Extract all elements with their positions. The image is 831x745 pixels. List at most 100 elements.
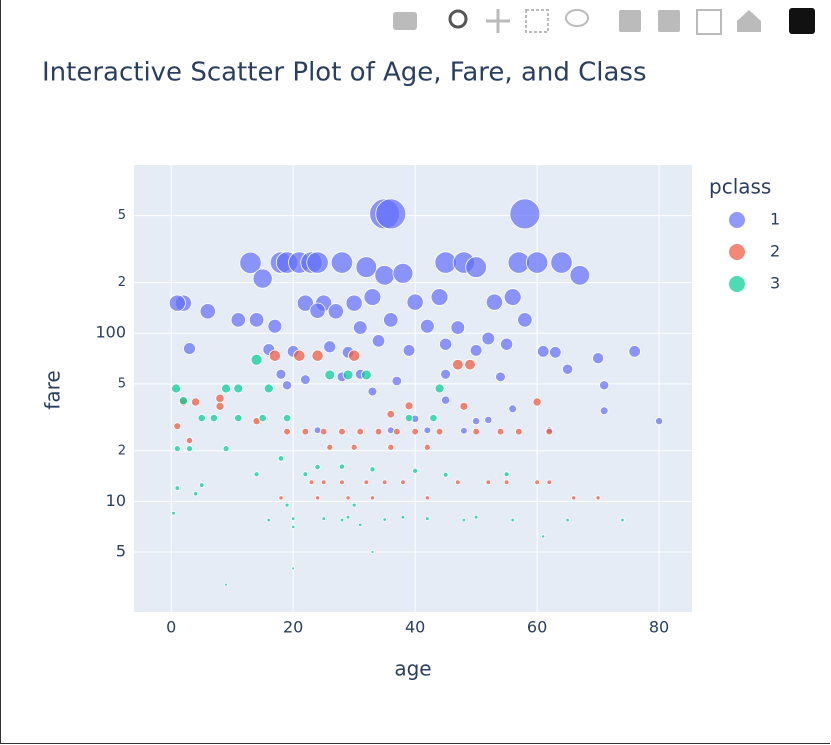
data-point [277, 455, 285, 462]
data-point [284, 502, 290, 508]
data-point [324, 369, 336, 381]
data-point [339, 479, 345, 486]
data-point [263, 383, 274, 394]
data-point [549, 346, 562, 359]
data-point [620, 517, 625, 523]
legend-label: 2 [770, 242, 780, 261]
data-point [283, 427, 291, 436]
data-point [326, 443, 334, 451]
data-point [330, 251, 354, 274]
y-tick-label: 5 [116, 542, 126, 561]
y-axis-title: fare [41, 370, 65, 409]
data-point [275, 368, 287, 380]
data-point [455, 479, 461, 486]
data-point [628, 345, 641, 358]
zoom-in-icon[interactable] [619, 10, 641, 32]
lasso-icon[interactable] [565, 9, 589, 27]
data-point [221, 383, 232, 394]
data-point [250, 353, 263, 366]
data-point [425, 516, 430, 521]
data-point [369, 495, 375, 501]
data-point [345, 495, 351, 501]
data-point [500, 337, 514, 351]
data-point [171, 383, 182, 394]
data-point [282, 380, 293, 391]
data-point [267, 318, 283, 334]
data-point [450, 320, 466, 335]
data-point [371, 334, 386, 348]
data-point [509, 198, 541, 230]
data-point [472, 427, 480, 436]
data-point [465, 256, 487, 278]
data-point [369, 466, 376, 473]
data-point [546, 479, 553, 486]
legend-label: 3 [770, 274, 780, 293]
data-point [412, 467, 419, 474]
data-point [290, 516, 296, 521]
data-point [562, 363, 574, 375]
data-point [199, 303, 216, 320]
data-point [168, 294, 186, 312]
data-point [363, 479, 370, 486]
data-point [473, 514, 479, 520]
data-point [402, 344, 416, 357]
data-point [171, 510, 176, 516]
data-point [452, 358, 464, 371]
data-point [460, 426, 468, 435]
data-point [495, 371, 506, 383]
data-point [215, 401, 225, 411]
data-point [345, 514, 351, 520]
y-tick-label: 2 [118, 443, 126, 458]
data-point [314, 464, 321, 471]
data-point [599, 406, 609, 416]
data-point [503, 288, 522, 306]
select-icon[interactable] [525, 9, 549, 33]
data-point [191, 397, 201, 407]
data-point [435, 427, 444, 436]
data-point [485, 293, 504, 311]
data-point [363, 288, 382, 306]
data-point [302, 471, 309, 478]
zoom-out-icon[interactable] [658, 10, 680, 32]
data-point [469, 344, 483, 357]
data-point [423, 426, 432, 435]
plotly-logo[interactable] [789, 8, 815, 34]
data-point [185, 436, 194, 445]
pan-icon[interactable] [486, 9, 510, 33]
data-point [183, 342, 196, 355]
data-point [197, 413, 206, 423]
legend-marker [729, 244, 745, 260]
data-point [356, 427, 365, 436]
data-point [315, 495, 321, 501]
data-point [387, 443, 395, 451]
data-point [503, 471, 510, 478]
data-point [258, 413, 267, 423]
data-point [230, 312, 246, 328]
data-point [515, 427, 523, 436]
data-point [423, 443, 431, 451]
data-point [342, 369, 354, 381]
data-point [400, 479, 406, 486]
data-point [291, 524, 296, 530]
autoscale-icon[interactable] [696, 9, 722, 35]
data-point [424, 495, 430, 501]
data-point [293, 349, 306, 362]
camera-icon[interactable] [393, 12, 417, 30]
data-point [382, 517, 387, 522]
home-icon[interactable] [737, 10, 761, 32]
data-point [233, 383, 244, 394]
data-point [392, 262, 414, 284]
data-point [306, 251, 329, 274]
data-point [321, 516, 326, 521]
data-point [459, 401, 469, 411]
data-point [323, 340, 337, 354]
data-point [484, 415, 493, 424]
data-point [508, 404, 518, 414]
data-point [358, 522, 363, 528]
data-point [339, 517, 345, 523]
zoom-icon[interactable] [448, 9, 468, 29]
data-point [592, 352, 605, 365]
data-point [461, 517, 467, 523]
modebar [393, 8, 815, 35]
